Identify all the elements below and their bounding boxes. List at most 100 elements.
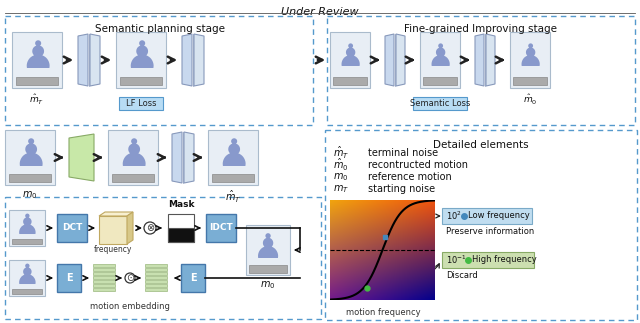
FancyBboxPatch shape <box>330 32 370 88</box>
Polygon shape <box>90 34 100 86</box>
FancyBboxPatch shape <box>9 260 45 296</box>
FancyBboxPatch shape <box>9 210 45 246</box>
Text: Low frequency: Low frequency <box>468 212 530 221</box>
Bar <box>325 130 637 320</box>
Text: ♟: ♟ <box>124 40 158 76</box>
FancyBboxPatch shape <box>145 276 167 279</box>
Text: ♟: ♟ <box>426 44 454 72</box>
FancyBboxPatch shape <box>145 288 167 291</box>
Text: Semantic planning stage: Semantic planning stage <box>95 24 225 34</box>
FancyBboxPatch shape <box>442 208 532 224</box>
FancyBboxPatch shape <box>510 32 550 88</box>
FancyBboxPatch shape <box>145 280 167 283</box>
Text: ♟: ♟ <box>15 262 39 290</box>
Text: ♟: ♟ <box>216 138 250 173</box>
FancyBboxPatch shape <box>93 284 115 287</box>
Polygon shape <box>396 34 405 86</box>
Text: motion frequency: motion frequency <box>346 308 420 317</box>
Text: LF Loss: LF Loss <box>125 99 156 108</box>
Polygon shape <box>385 34 394 86</box>
Text: E: E <box>66 273 72 283</box>
FancyBboxPatch shape <box>116 32 166 88</box>
Polygon shape <box>182 34 192 86</box>
Text: $10^2$: $10^2$ <box>446 210 462 222</box>
Polygon shape <box>78 34 88 86</box>
FancyBboxPatch shape <box>442 252 534 268</box>
Text: ♟: ♟ <box>20 40 54 76</box>
Polygon shape <box>127 212 133 244</box>
FancyBboxPatch shape <box>145 284 167 287</box>
FancyBboxPatch shape <box>93 288 115 291</box>
FancyBboxPatch shape <box>513 77 547 85</box>
Text: starting noise: starting noise <box>368 184 435 194</box>
FancyBboxPatch shape <box>99 216 127 244</box>
Text: ♟: ♟ <box>116 138 150 173</box>
Circle shape <box>125 273 135 283</box>
FancyBboxPatch shape <box>9 174 51 182</box>
FancyBboxPatch shape <box>212 174 254 182</box>
Polygon shape <box>69 134 94 181</box>
FancyBboxPatch shape <box>181 264 205 292</box>
Polygon shape <box>172 132 182 183</box>
Text: ⊗: ⊗ <box>146 223 154 233</box>
Text: $m_T$: $m_T$ <box>333 183 349 195</box>
Text: ♟: ♟ <box>253 232 283 265</box>
FancyBboxPatch shape <box>57 264 81 292</box>
Text: $m_0$: $m_0$ <box>333 171 348 183</box>
Text: $m_0$: $m_0$ <box>22 189 38 201</box>
Text: E: E <box>189 273 196 283</box>
Bar <box>327 16 635 125</box>
FancyBboxPatch shape <box>16 77 58 85</box>
Text: $m_0$: $m_0$ <box>260 279 276 291</box>
Text: frequency: frequency <box>94 245 132 254</box>
FancyBboxPatch shape <box>145 264 167 267</box>
FancyBboxPatch shape <box>93 276 115 279</box>
Text: ⊙: ⊙ <box>126 273 134 283</box>
FancyBboxPatch shape <box>246 225 290 275</box>
Text: $10^{-1}$: $10^{-1}$ <box>446 254 467 266</box>
FancyBboxPatch shape <box>420 32 460 88</box>
FancyBboxPatch shape <box>12 239 42 244</box>
FancyBboxPatch shape <box>168 214 194 242</box>
FancyBboxPatch shape <box>12 32 62 88</box>
FancyBboxPatch shape <box>5 130 55 185</box>
FancyBboxPatch shape <box>93 272 115 275</box>
Polygon shape <box>99 212 133 216</box>
FancyBboxPatch shape <box>93 268 115 271</box>
Text: High frequency: High frequency <box>472 255 537 265</box>
FancyBboxPatch shape <box>423 77 457 85</box>
Polygon shape <box>486 34 495 86</box>
Text: $\hat{m}_0$: $\hat{m}_0$ <box>333 157 349 173</box>
FancyBboxPatch shape <box>145 268 167 271</box>
FancyBboxPatch shape <box>413 97 467 110</box>
Polygon shape <box>194 34 204 86</box>
FancyBboxPatch shape <box>168 228 194 242</box>
Text: $\hat{m}_T$: $\hat{m}_T$ <box>225 189 241 205</box>
Text: Discard: Discard <box>446 270 477 279</box>
Text: terminal noise: terminal noise <box>368 148 438 158</box>
FancyBboxPatch shape <box>93 264 115 267</box>
FancyBboxPatch shape <box>206 214 236 242</box>
Text: $\hat{m}_T$: $\hat{m}_T$ <box>333 145 349 161</box>
FancyBboxPatch shape <box>57 214 87 242</box>
FancyBboxPatch shape <box>112 174 154 182</box>
FancyBboxPatch shape <box>120 77 163 85</box>
Polygon shape <box>475 34 484 86</box>
Text: ♟: ♟ <box>13 138 47 173</box>
FancyBboxPatch shape <box>12 289 42 294</box>
Bar <box>5 197 321 319</box>
Text: ♟: ♟ <box>15 212 39 240</box>
Polygon shape <box>184 132 194 183</box>
FancyBboxPatch shape <box>145 272 167 275</box>
Text: Mask: Mask <box>168 200 195 209</box>
Text: Detailed elements: Detailed elements <box>433 140 529 150</box>
Text: Fine-grained Improving stage: Fine-grained Improving stage <box>404 24 557 34</box>
Text: reference motion: reference motion <box>368 172 452 182</box>
Text: motion embedding: motion embedding <box>90 302 170 311</box>
Text: Under Review: Under Review <box>281 7 359 17</box>
FancyBboxPatch shape <box>333 77 367 85</box>
Text: ♟: ♟ <box>336 44 364 72</box>
FancyBboxPatch shape <box>93 280 115 283</box>
Text: $\hat{m}_T$: $\hat{m}_T$ <box>29 93 45 107</box>
FancyBboxPatch shape <box>119 97 163 110</box>
